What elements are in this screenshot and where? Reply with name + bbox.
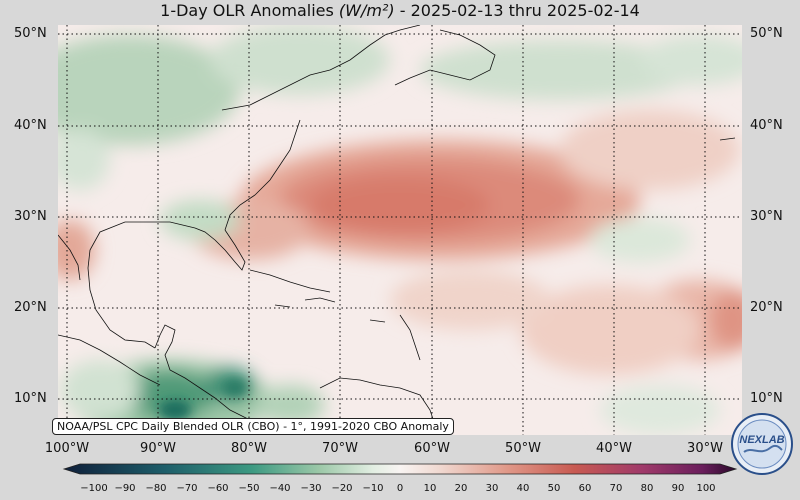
colorbar-tick: −60 <box>207 483 229 494</box>
colorbar-tick: −70 <box>176 483 198 494</box>
lat-label-right: 40°N <box>750 118 783 133</box>
map-title: 1-Day OLR Anomalies (W/m²) - 2025-02-13 … <box>0 0 800 22</box>
svg-text:NEXLAB: NEXLAB <box>739 434 784 446</box>
colorbar-tick: −90 <box>114 483 136 494</box>
lat-label-left: 30°N <box>14 209 47 224</box>
colorbar-tick: 50 <box>547 483 561 494</box>
colorbar-tick: −100 <box>80 483 108 494</box>
title-text: 1-Day OLR Anomalies <box>160 1 334 20</box>
colorbar-tick: −50 <box>238 483 260 494</box>
lon-label: 30°W <box>687 441 723 456</box>
data-source-credit: NOAA/PSL CPC Daily Blended OLR (CBO) - 1… <box>52 418 454 435</box>
lat-label-left: 50°N <box>14 26 47 41</box>
lat-label-left: 40°N <box>14 118 47 133</box>
lat-label-right: 50°N <box>750 26 783 41</box>
title-dates: - 2025-02-13 thru 2025-02-14 <box>399 1 640 20</box>
colorbar-tick: −30 <box>300 483 322 494</box>
colorbar-tick: −10 <box>362 483 384 494</box>
colorbar <box>62 463 738 475</box>
lat-label-left: 20°N <box>14 300 47 315</box>
lon-label: 100°W <box>44 441 90 456</box>
title-unit: (W/m²) <box>338 1 395 20</box>
lon-label: 90°W <box>140 441 176 456</box>
colorbar-tick: 70 <box>609 483 623 494</box>
colorbar-tick: 40 <box>516 483 530 494</box>
colorbar-tick: −40 <box>269 483 291 494</box>
colorbar-tick: 0 <box>396 483 404 494</box>
lon-label: 50°W <box>505 441 541 456</box>
colorbar-tick: −20 <box>331 483 353 494</box>
lat-label-right: 10°N <box>750 391 783 406</box>
colorbar-tick: 80 <box>640 483 654 494</box>
colorbar-tick: −80 <box>145 483 167 494</box>
lat-label-right: 30°N <box>750 209 783 224</box>
lon-label: 80°W <box>231 441 267 456</box>
colorbar-tick: 10 <box>423 483 437 494</box>
nexlab-logo: NEXLAB <box>731 413 793 475</box>
colorbar-tick: 30 <box>485 483 499 494</box>
lat-label-right: 20°N <box>750 300 783 315</box>
colorbar-tick: 20 <box>454 483 468 494</box>
colorbar-tick: 90 <box>671 483 685 494</box>
colorbar-tick: 100 <box>696 483 716 494</box>
lat-label-left: 10°N <box>14 391 47 406</box>
lon-label: 70°W <box>322 441 358 456</box>
lon-label: 40°W <box>596 441 632 456</box>
lon-label: 60°W <box>414 441 450 456</box>
graticule <box>58 25 742 435</box>
colorbar-tick: 60 <box>578 483 592 494</box>
anomaly-field <box>58 25 742 435</box>
